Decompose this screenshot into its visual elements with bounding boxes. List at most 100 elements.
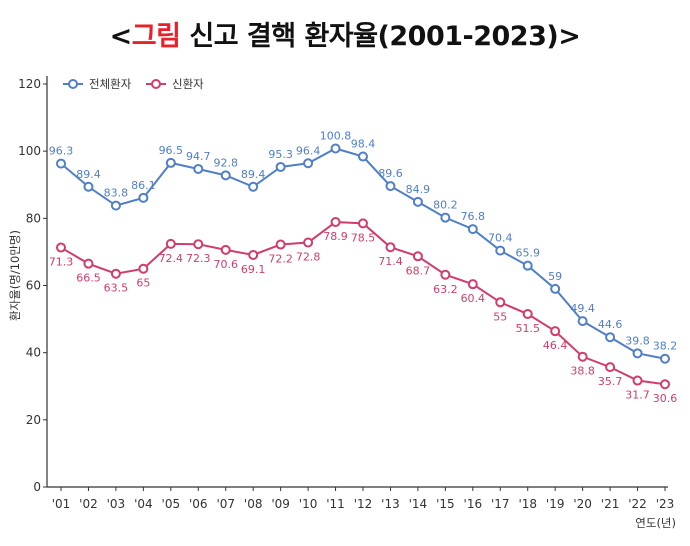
data-point	[83, 181, 94, 192]
y-tick-label: 120	[18, 77, 41, 91]
data-point	[83, 258, 94, 269]
x-tick-label: '11	[326, 497, 345, 511]
x-tick-label: '20	[573, 497, 592, 511]
data-point	[412, 196, 423, 207]
data-label: 70.4	[488, 232, 513, 245]
data-label: 72.3	[186, 252, 211, 265]
x-tick-label: '19	[546, 497, 565, 511]
data-label: 65.9	[515, 247, 540, 260]
data-label: 100.8	[320, 129, 352, 142]
legend-item-label: 전체환자	[89, 77, 132, 91]
data-point	[412, 251, 423, 262]
x-tick-label: '10	[299, 497, 318, 511]
data-point	[248, 181, 259, 192]
data-point	[550, 283, 561, 294]
x-tick-label: '16	[464, 497, 483, 511]
data-label: 72.8	[296, 251, 321, 264]
x-tick-label: '13	[381, 497, 400, 511]
data-point	[358, 218, 368, 229]
y-tick-label: 80	[26, 211, 41, 225]
x-tick-label: '23	[656, 497, 675, 511]
data-point	[193, 163, 204, 174]
data-label: 59	[548, 270, 562, 283]
x-tick-label: '06	[189, 497, 208, 511]
data-point	[330, 217, 341, 228]
data-label: 55	[493, 310, 507, 323]
data-point	[495, 245, 506, 256]
chart-title: <그림 신고 결핵 환자율(2001-2023)>	[0, 14, 690, 53]
data-label: 51.5	[515, 322, 540, 335]
x-tick-label: '15	[436, 497, 455, 511]
data-point	[165, 238, 176, 249]
x-tick-label: '08	[244, 497, 263, 511]
data-point	[110, 268, 121, 279]
data-point	[248, 249, 259, 260]
data-point	[467, 279, 478, 290]
data-point	[605, 362, 616, 373]
data-label: 39.8	[625, 334, 650, 347]
data-point	[495, 297, 506, 308]
data-label: 78.9	[323, 230, 348, 243]
data-label: 96.4	[296, 144, 321, 157]
data-label: 89.4	[76, 168, 101, 181]
data-label: 38.2	[653, 340, 678, 353]
data-point	[440, 269, 451, 280]
x-tick-label: '09	[271, 497, 290, 511]
data-point	[358, 151, 368, 162]
data-label: 63.5	[104, 282, 129, 295]
data-point	[632, 348, 643, 359]
data-point	[110, 200, 121, 211]
x-tick-label: '05	[162, 497, 181, 511]
x-tick-label: '17	[491, 497, 510, 511]
data-label: 95.3	[268, 148, 293, 161]
data-point	[303, 237, 314, 248]
x-tick-label: '18	[518, 497, 537, 511]
data-point	[138, 192, 149, 203]
data-label: 89.6	[378, 167, 403, 180]
data-point	[330, 143, 341, 154]
data-point	[522, 309, 533, 320]
data-label: 72.2	[268, 253, 293, 266]
data-point	[440, 212, 451, 223]
data-point	[467, 224, 478, 235]
data-label: 69.1	[241, 263, 266, 276]
x-tick-label: '21	[601, 497, 620, 511]
data-label: 63.2	[433, 283, 458, 296]
data-point	[275, 161, 286, 172]
x-tick-label: '07	[216, 497, 235, 511]
y-tick-label: 60	[26, 279, 41, 293]
data-point	[220, 170, 231, 181]
data-label: 71.3	[49, 256, 74, 269]
data-point	[605, 332, 616, 343]
data-label: 30.6	[653, 392, 678, 405]
data-label: 86.1	[131, 179, 156, 192]
y-tick-label: 40	[26, 346, 41, 360]
data-point	[550, 326, 561, 337]
data-point	[660, 379, 670, 390]
data-point	[577, 316, 588, 327]
x-axis-label: 연도(년)	[635, 516, 676, 530]
x-tick-label: '03	[107, 497, 126, 511]
title-highlight: 그림	[131, 21, 181, 52]
data-point	[275, 239, 286, 250]
data-label: 94.7	[186, 150, 211, 163]
data-point	[660, 353, 670, 364]
data-label: 65	[136, 277, 150, 290]
title-open: <	[109, 21, 133, 52]
data-point	[56, 242, 66, 253]
x-tick-label: '12	[354, 497, 373, 511]
data-point	[56, 158, 66, 169]
y-tick-label: 100	[18, 144, 41, 158]
data-label: 38.8	[570, 365, 595, 378]
data-label: 46.4	[543, 339, 568, 352]
x-tick-label: '04	[134, 497, 153, 511]
data-label: 49.4	[570, 302, 595, 315]
data-label: 66.5	[76, 272, 101, 285]
legend-swatch-marker	[151, 79, 161, 89]
data-label: 84.9	[406, 183, 431, 196]
data-point	[303, 158, 314, 169]
data-label: 96.3	[49, 145, 74, 158]
data-label: 92.8	[213, 156, 238, 169]
data-point	[385, 242, 396, 253]
